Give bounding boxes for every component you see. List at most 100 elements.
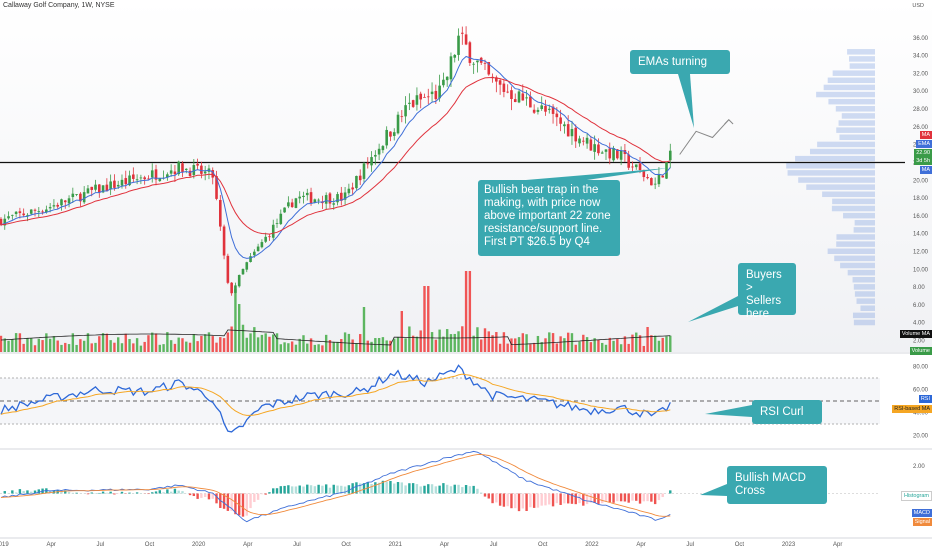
macd-histogram-bar [11, 490, 14, 494]
candle-body [226, 255, 230, 283]
volume-bar [623, 336, 627, 352]
candle-body [328, 193, 332, 204]
volume-bar [181, 338, 184, 352]
candle-body [29, 209, 33, 214]
projection-path [679, 119, 730, 155]
candle-body [385, 129, 388, 146]
volume-bar [41, 340, 44, 352]
candle-body [71, 193, 75, 198]
candle-body [105, 184, 109, 192]
signal-line [0, 454, 671, 517]
volume-profile-bar [836, 241, 875, 247]
volume-bar [351, 339, 354, 352]
candle-body [256, 246, 260, 252]
macd-histogram-bar [328, 487, 332, 494]
volume-bar [540, 342, 543, 352]
candle-body [665, 161, 668, 179]
volume-bar [400, 311, 404, 352]
volume-bar [162, 344, 165, 352]
candle-body [298, 196, 302, 199]
candle-body [400, 116, 404, 118]
macd-histogram-bar [90, 492, 93, 494]
candle-body [483, 62, 487, 64]
volume-profile-bar [832, 198, 875, 205]
volume-bar [665, 336, 668, 352]
volume-bar [464, 271, 468, 352]
volume-bar [506, 343, 509, 352]
macd-histogram-bar [268, 492, 271, 494]
macd-histogram-bar [275, 488, 279, 494]
macd-histogram-bar [222, 493, 226, 509]
time-tick-label: 2019 [0, 542, 9, 548]
candle-body [532, 109, 536, 113]
volume-bar [117, 337, 120, 352]
volume-profile-bar [806, 184, 875, 190]
candle-body [82, 192, 86, 203]
volume-bar [638, 335, 642, 352]
volume-bar [196, 341, 199, 352]
macd-histogram-bar [245, 493, 248, 516]
candle-body [563, 124, 566, 127]
macd-histogram-bar [340, 485, 343, 494]
candle-body [426, 96, 430, 98]
volume-bar [290, 341, 294, 352]
macd-histogram-bar [128, 492, 131, 494]
volume-bar [423, 286, 426, 352]
macd-histogram-bar [226, 493, 230, 511]
volume-bar [419, 330, 422, 352]
candle-body [90, 186, 94, 190]
volume-bar [340, 339, 343, 352]
volume-bar [642, 345, 646, 352]
candle-body [593, 144, 596, 152]
macd-histogram-bar [343, 486, 347, 494]
candle-body [79, 193, 82, 202]
ema-lines [0, 55, 734, 259]
macd-histogram-bar [200, 493, 203, 498]
pointer-rsi-curl [705, 405, 752, 417]
macd-histogram-bar [109, 491, 112, 494]
price-tick-label: 36.00 [913, 36, 929, 42]
macd-histogram-bar [249, 493, 252, 509]
macd-histogram-bar [597, 493, 600, 504]
volume-profile-bar [836, 127, 875, 133]
candle-body [634, 164, 638, 168]
macd-histogram-bar [510, 493, 513, 509]
time-tick-label: Jul [686, 542, 694, 548]
candle-body [67, 198, 71, 204]
price-tick-label: 6.00 [913, 303, 925, 309]
callout-text: RSI Curl [760, 406, 804, 418]
candle-body [230, 282, 233, 294]
candle-body [389, 131, 392, 137]
volume-bar [132, 343, 135, 352]
price-tick-label: 20.00 [913, 178, 929, 184]
volume-bar [408, 326, 411, 352]
callout-bear-trap: Bullish bear trap in the making, with pr… [478, 180, 620, 256]
volume-bar [570, 333, 574, 352]
candle-body [52, 205, 56, 207]
price-tick-label: 30.00 [913, 89, 929, 95]
volume-bar [207, 332, 211, 352]
price-tick-label: 12.00 [913, 250, 929, 256]
candle-body [147, 178, 150, 180]
callout-line: Bullish bear trap in the [484, 184, 599, 196]
candle-body [392, 132, 396, 136]
macd-histogram-bar [45, 488, 48, 494]
time-tick-label: Jul [96, 542, 104, 548]
macd-histogram-bar [461, 487, 464, 494]
macd-histogram-bar [26, 490, 29, 494]
candle-body [317, 199, 320, 201]
candle-body [582, 140, 585, 142]
candle-body [132, 174, 135, 179]
candle-body [332, 203, 336, 205]
volume-bar [90, 343, 93, 352]
macd-tick-label: 2.00 [913, 464, 925, 470]
macd-histogram-bar [415, 484, 419, 494]
candle-body [0, 218, 3, 225]
volume-profile-bar [853, 227, 875, 233]
candle-body [445, 76, 449, 81]
price-tick-label: 18.00 [913, 196, 929, 202]
candle-body [139, 177, 143, 179]
volume-bar [298, 338, 301, 352]
volume-profile-bar [843, 212, 875, 219]
candle-body [181, 163, 184, 172]
